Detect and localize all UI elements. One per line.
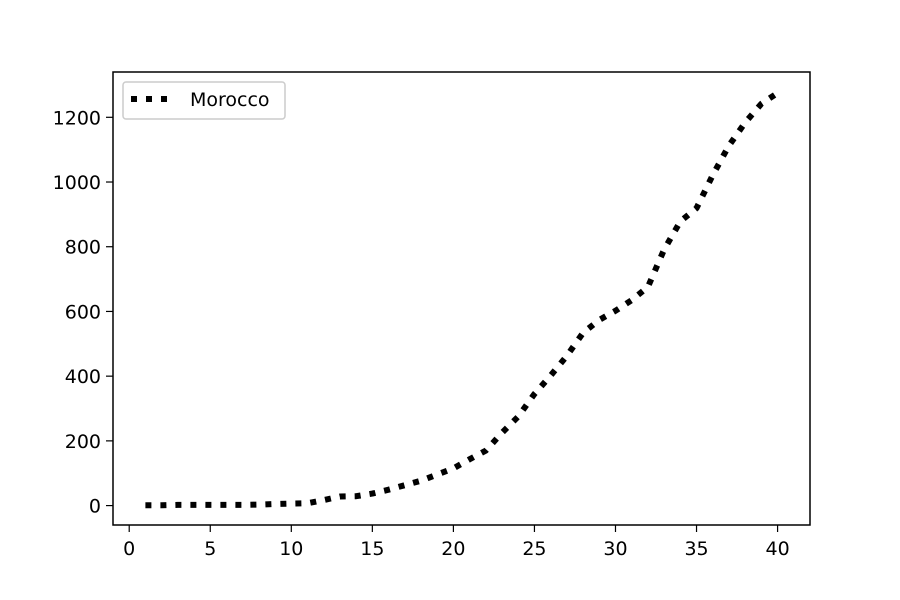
y-axis: 0 200 400 600 800 1000 1200	[53, 107, 113, 518]
y-tick-label: 200	[65, 431, 101, 453]
series-layer	[145, 90, 780, 509]
series-line-0	[145, 90, 780, 509]
x-tick-label: 5	[204, 538, 216, 560]
y-tick-label: 1000	[53, 172, 101, 194]
plot-frame	[112, 71, 811, 526]
x-tick-label: 20	[441, 538, 465, 560]
x-tick-label: 30	[603, 538, 627, 560]
x-tick-label: 40	[765, 538, 789, 560]
y-tick-label: 1200	[53, 107, 101, 129]
legend-label: Morocco	[190, 89, 270, 111]
legend-box	[122, 81, 286, 120]
x-axis: 0 5 10 15 20 25 30 35 40	[123, 525, 790, 560]
y-tick-label: 800	[65, 237, 101, 259]
x-tick-label: 15	[360, 538, 384, 560]
x-tick-label: 25	[522, 538, 546, 560]
y-tick-label: 400	[65, 366, 101, 388]
x-tick-label: 35	[684, 538, 708, 560]
y-tick-label: 0	[89, 496, 101, 518]
legend: Morocco	[122, 81, 286, 120]
x-tick-label: 10	[279, 538, 303, 560]
x-tick-label: 0	[123, 538, 135, 560]
y-tick-label: 600	[65, 301, 101, 323]
